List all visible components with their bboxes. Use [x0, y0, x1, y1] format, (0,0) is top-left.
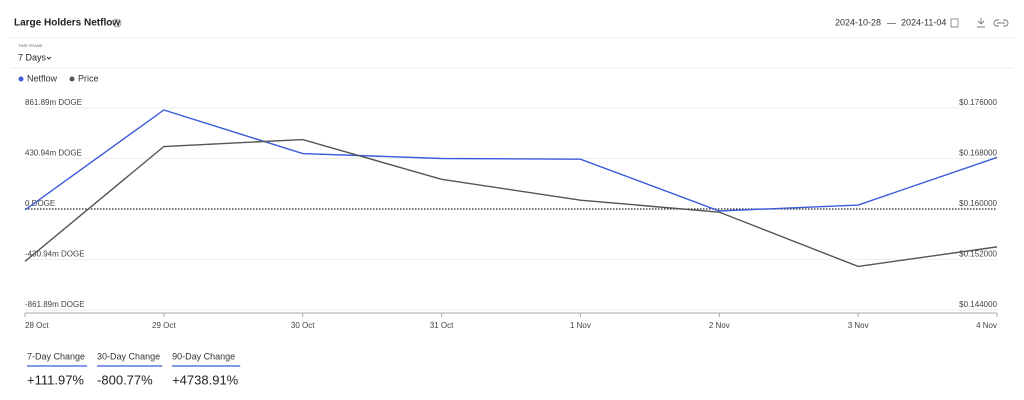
date-end[interactable]: 2024-11-04: [901, 17, 946, 27]
x-tick-label: 2 Nov: [709, 321, 730, 330]
y2-tick-label: $0.144000: [959, 300, 997, 309]
x-tick-label: 29 Oct: [152, 321, 176, 330]
date-separator: —: [887, 17, 896, 27]
series-line: [24, 138, 998, 268]
link-icon[interactable]: [993, 19, 1009, 27]
change-tab[interactable]: 7-Day Change: [27, 351, 85, 361]
legend-marker[interactable]: [18, 76, 24, 82]
info-icon[interactable]: [112, 18, 122, 28]
title: Large Holders Netflow: [14, 18, 120, 29]
timeframe-select[interactable]: 7 Days: [18, 52, 47, 62]
legend-label[interactable]: Price: [78, 73, 99, 83]
legend-marker[interactable]: [69, 76, 75, 82]
y-tick-label: 861.89m DOGE: [25, 98, 82, 107]
y2-tick-label: $0.160000: [959, 199, 997, 208]
y-tick-label: -430.94m DOGE: [25, 250, 85, 259]
x-tick-label: 28 Oct: [25, 321, 49, 330]
calendar-icon[interactable]: [950, 18, 959, 28]
x-tick-label: 1 Nov: [570, 321, 591, 330]
y-tick-label: 0 DOGE: [25, 199, 55, 208]
y2-tick-label: $0.168000: [959, 149, 997, 158]
x-tick-label: 30 Oct: [291, 321, 315, 330]
change-tab[interactable]: 30-Day Change: [97, 351, 160, 361]
timeframe-label: TIME FRAME: [18, 43, 43, 48]
x-tick-label: 31 Oct: [430, 321, 454, 330]
date-start[interactable]: 2024-10-28: [835, 17, 881, 27]
change-value: +111.97%: [27, 372, 84, 387]
dropdown-arrow[interactable]: [46, 56, 52, 60]
y-tick-label: -861.89m DOGE: [25, 300, 85, 309]
legend-label[interactable]: Netflow: [27, 73, 58, 83]
y2-tick-label: $0.176000: [959, 98, 997, 107]
x-tick-label: 3 Nov: [848, 321, 869, 330]
change-tab[interactable]: 90-Day Change: [172, 351, 235, 361]
change-value: -800.77%: [97, 372, 153, 387]
download-icon[interactable]: [977, 18, 985, 28]
y2-tick-label: $0.152000: [959, 250, 997, 259]
x-tick-label: 4 Nov: [976, 321, 997, 330]
y-tick-label: 430.94m DOGE: [25, 149, 82, 158]
change-value: +4738.91%: [172, 372, 239, 387]
series-line: [24, 109, 998, 212]
